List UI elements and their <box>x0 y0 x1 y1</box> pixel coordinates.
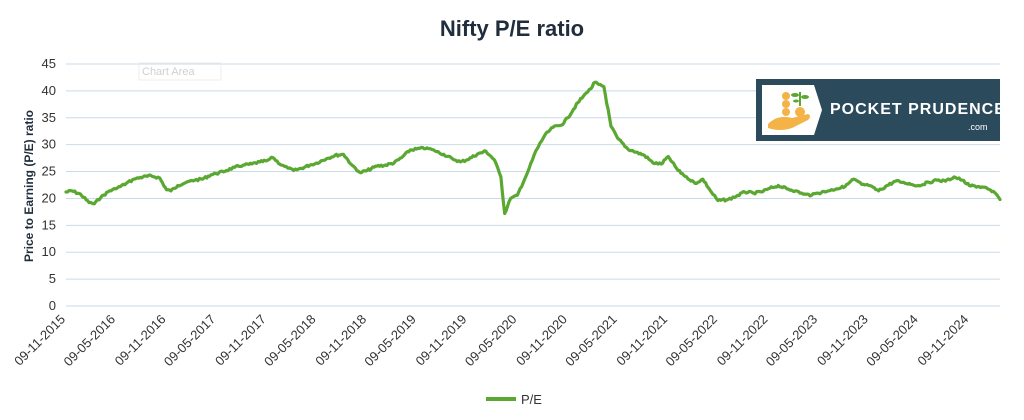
logo-brand-text: POCKET PRUDENCE <box>830 101 1006 118</box>
x-tick-label: 09-11-2018 <box>312 312 369 369</box>
y-tick-label: 15 <box>42 217 56 232</box>
y-axis-label: Price to Earning (P/E) ratio <box>22 110 36 262</box>
chart-area-tag-box <box>138 62 222 81</box>
x-tick-label: 09-05-2023 <box>763 312 821 370</box>
x-tick-label: 09-11-2024 <box>914 312 971 369</box>
y-tick-label: 0 <box>49 298 56 313</box>
x-tick-label: 09-05-2017 <box>161 312 219 370</box>
y-tick-label: 35 <box>42 110 56 125</box>
y-tick-label: 5 <box>49 271 56 286</box>
x-tick-label: 09-05-2024 <box>863 312 921 370</box>
y-tick-label: 45 <box>42 56 56 71</box>
logo-domain-text: .com <box>968 122 988 132</box>
x-tick-label: 09-11-2021 <box>613 312 670 369</box>
chart-area-tag: Chart Area <box>142 66 195 78</box>
x-tick-labels: 09-11-201509-05-201609-11-201609-05-2017… <box>11 312 971 370</box>
x-tick-label: 09-05-2020 <box>462 312 520 370</box>
x-tick-label: 09-11-2020 <box>513 312 570 369</box>
chart-title: Nifty P/E ratio <box>440 16 584 41</box>
x-tick-label: 09-11-2023 <box>814 312 871 369</box>
x-tick-label: 09-05-2019 <box>361 312 419 370</box>
x-tick-label: 09-05-2018 <box>261 312 319 370</box>
legend-label: P/E <box>521 392 542 407</box>
y-tick-labels: 0 5 10 15 20 25 30 35 40 45 <box>42 56 56 313</box>
x-tick-label: 09-11-2015 <box>11 312 68 369</box>
x-tick-label: 09-11-2019 <box>413 312 470 369</box>
x-tick-label: 09-11-2017 <box>212 312 269 369</box>
y-tick-label: 40 <box>42 83 56 98</box>
y-tick-label: 30 <box>42 137 56 152</box>
x-tick-label: 09-05-2022 <box>662 312 720 370</box>
coin-plant-icon <box>768 92 810 130</box>
x-tick-label: 09-05-2016 <box>60 312 118 370</box>
x-tick-label: 09-11-2022 <box>714 312 771 369</box>
pocket-prudence-logo: POCKET PRUDENCE .com <box>756 79 1006 141</box>
y-tick-label: 20 <box>42 190 56 205</box>
y-tick-label: 25 <box>42 164 56 179</box>
x-tick-label: 09-11-2016 <box>112 312 169 369</box>
x-tick-label: 09-05-2021 <box>562 312 620 370</box>
y-tick-label: 10 <box>42 244 56 259</box>
series-line-pe <box>64 80 1002 216</box>
series-layer <box>64 80 1002 216</box>
legend: P/E <box>486 392 542 407</box>
